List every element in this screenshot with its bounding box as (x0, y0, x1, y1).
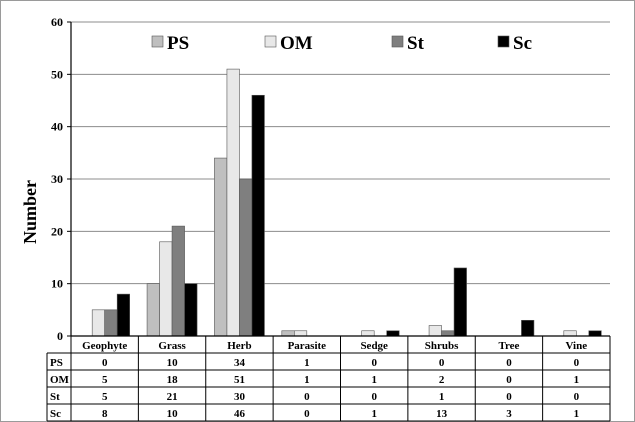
category-label: Herb (227, 340, 251, 352)
bar-om-sedge (361, 330, 375, 337)
bar-sc-herb (251, 94, 265, 337)
y-tick-label: 10 (51, 277, 63, 291)
legend-label-om: OM (280, 33, 313, 54)
bar-sc-shrubs (453, 267, 467, 337)
table-row-header: St (50, 391, 60, 403)
table-cell: 1 (574, 374, 580, 386)
table-cell: 1 (304, 374, 310, 386)
table-cell: 34 (234, 357, 246, 369)
legend-swatch-sc (497, 35, 510, 48)
bar-sc-geophyte (116, 293, 130, 337)
y-tick-label: 20 (51, 224, 63, 238)
y-tick-label: 50 (51, 67, 63, 81)
y-axis-ticks: 0 10 20 30 40 50 60 (51, 15, 71, 343)
bar-om-shrubs (428, 325, 442, 337)
gridlines (71, 21, 610, 285)
data-table: Geophyte Grass Herb Parasite Sedge Shrubs Tree… (46, 336, 611, 422)
bar-om-grass (159, 241, 173, 337)
table-row-header: PS (50, 357, 63, 369)
table-cell: 1 (371, 408, 377, 420)
table-cell: 0 (574, 357, 580, 369)
bar-ps-parasite (281, 330, 295, 337)
bar-st-grass (171, 225, 185, 337)
category-label: Tree (498, 340, 519, 352)
y-tick-label: 0 (57, 329, 63, 343)
table-cell: 0 (506, 391, 512, 403)
table-cell: 0 (574, 391, 580, 403)
bar-om-geophyte (91, 309, 105, 337)
table-cell: 0 (304, 408, 310, 420)
table-cell: 46 (234, 408, 246, 420)
legend-label-ps: PS (167, 33, 189, 54)
table-cell: 0 (371, 357, 377, 369)
table-cell: 0 (439, 357, 445, 369)
category-label: Grass (158, 340, 186, 352)
table-cell: 30 (234, 391, 246, 403)
bar-st-shrubs (441, 330, 455, 337)
category-label: Sedge (360, 340, 388, 352)
category-label: Parasite (288, 340, 327, 352)
bar-ps-herb (214, 157, 228, 337)
table-cell: 3 (506, 408, 512, 420)
table-cell: 1 (371, 374, 377, 386)
bar-om-parasite (294, 330, 308, 337)
legend-label-st: St (407, 33, 425, 54)
bar-sc-tree (521, 319, 535, 337)
table-cell: 2 (439, 374, 445, 386)
table-cell: 13 (436, 408, 448, 420)
bar-om-herb (226, 68, 240, 337)
legend-label-sc: Sc (513, 33, 532, 54)
bar-st-geophyte (104, 309, 118, 337)
table-row-header: OM (50, 374, 70, 386)
legend-swatch-st (391, 35, 404, 48)
bar-sc-sedge (386, 330, 400, 337)
table-cell: 1 (439, 391, 445, 403)
table-cell: 10 (167, 357, 179, 369)
table-cell: 8 (102, 408, 108, 420)
table-cell: 10 (167, 408, 179, 420)
table-cell: 51 (234, 374, 245, 386)
table-row-header: Sc (50, 408, 61, 420)
y-axis-label: Number (20, 180, 40, 244)
table-cell: 0 (506, 374, 512, 386)
table-cell: 1 (574, 408, 580, 420)
category-label: Shrubs (425, 340, 459, 352)
table-cell: 0 (304, 391, 310, 403)
bar-st-herb (239, 178, 253, 337)
table-cell: 5 (102, 374, 108, 386)
table-cell: 5 (102, 391, 108, 403)
category-label: Geophyte (82, 340, 127, 352)
legend-swatch-om (264, 35, 277, 48)
legend: PS OM St Sc (151, 33, 532, 54)
table-cell: 0 (371, 391, 377, 403)
table-cell: 18 (167, 374, 179, 386)
table-cell: 21 (167, 391, 178, 403)
bar-om-vine (563, 330, 577, 337)
legend-swatch-ps (151, 35, 164, 48)
table-cell: 0 (102, 357, 108, 369)
y-tick-label: 60 (51, 15, 63, 29)
bars (91, 68, 602, 337)
y-tick-label: 30 (51, 172, 63, 186)
y-tick-label: 40 (51, 120, 63, 134)
bar-ps-grass (146, 283, 160, 337)
category-label: Vine (566, 340, 588, 352)
table-cell: 1 (304, 357, 310, 369)
table-cell: 0 (506, 357, 512, 369)
bar-sc-grass (184, 283, 198, 337)
bar-sc-vine (588, 330, 602, 337)
